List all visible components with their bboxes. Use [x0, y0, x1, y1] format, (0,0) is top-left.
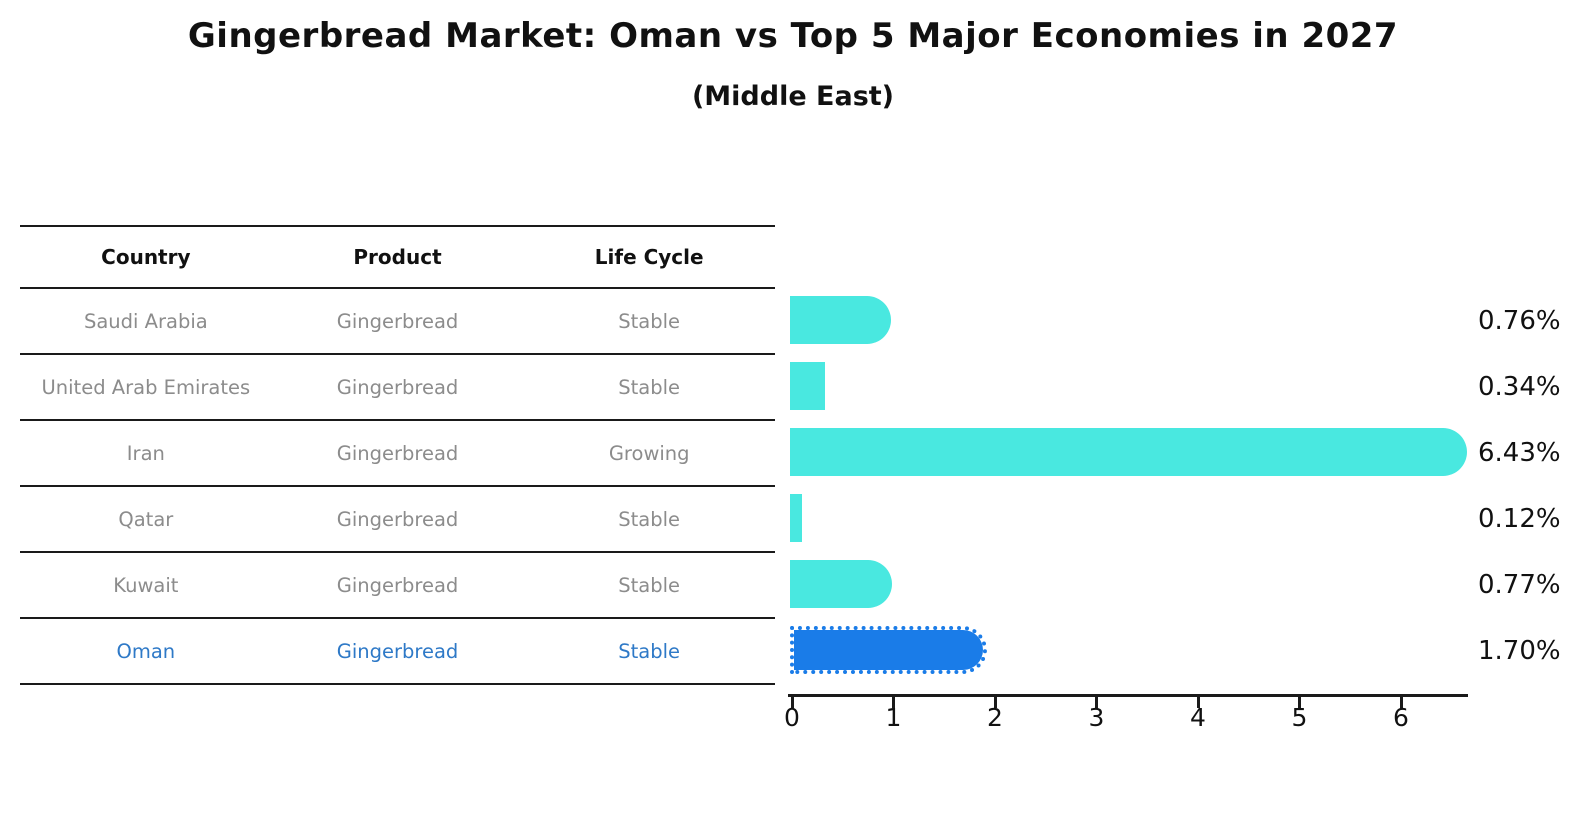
bar-oman [790, 626, 987, 674]
bar-value-label-iran: 6.43% [1478, 438, 1561, 468]
cell-product: Gingerbread [336, 639, 459, 663]
table-row-oman: Oman Gingerbread Stable [20, 619, 775, 685]
table-row-united-arab-emirates: United Arab Emirates Gingerbread Stable [20, 355, 775, 421]
cell-life_cycle: Stable [618, 639, 681, 663]
x-axis-line [788, 694, 1468, 697]
bar-united-arab-emirates [790, 362, 825, 410]
cell-product: Gingerbread [336, 573, 459, 597]
bar-iran [790, 428, 1467, 476]
page-title: Gingerbread Market: Oman vs Top 5 Major … [187, 16, 1399, 56]
bar-row-united-arab-emirates [790, 353, 1490, 419]
cell-product: Gingerbread [336, 309, 459, 333]
x-tick-mark [1196, 697, 1200, 708]
x-tick-label: 6 [1393, 703, 1409, 732]
x-tick-label: 5 [1291, 703, 1308, 732]
bar-row-kuwait [790, 551, 1490, 617]
bar-value-label-united-arab-emirates: 0.34% [1478, 372, 1561, 402]
cell-country: Iran [126, 441, 165, 465]
cell-life_cycle: Growing [608, 441, 690, 465]
bar-kuwait [790, 560, 893, 608]
cell-life_cycle: Stable [618, 507, 681, 531]
bar-row-oman [790, 617, 1490, 683]
x-tick-label: 2 [987, 703, 1003, 732]
column-header-country: Country [101, 245, 191, 269]
table-row-iran: Iran Gingerbread Growing [20, 421, 775, 487]
x-tick-mark [892, 697, 896, 708]
bar-saudi-arabia [790, 296, 892, 344]
cell-country: United Arab Emirates [41, 375, 251, 399]
bar-value-label-qatar: 0.12% [1478, 504, 1561, 534]
column-header-product: Product [353, 245, 442, 269]
x-tick-mark [993, 697, 997, 708]
page-subtitle: (Middle East) [691, 81, 895, 112]
cell-product: Gingerbread [336, 507, 459, 531]
table-body: Saudi Arabia Gingerbread Stable United Arab… [20, 289, 775, 685]
cell-country: Oman [116, 639, 176, 663]
x-tick-mark [1399, 697, 1403, 708]
table-row-qatar: Qatar Gingerbread Stable [20, 487, 775, 553]
cell-product: Gingerbread [336, 441, 459, 465]
cell-country: Qatar [118, 507, 174, 531]
bar-value-label-saudi-arabia: 0.76% [1478, 306, 1561, 336]
bar-row-saudi-arabia [790, 287, 1490, 353]
x-tick-label: 1 [885, 703, 902, 732]
x-tick-label: 0 [784, 703, 800, 732]
cell-country: Kuwait [113, 573, 179, 597]
cell-country: Saudi Arabia [83, 309, 208, 333]
x-tick-label: 4 [1190, 703, 1206, 732]
bar-value-label-kuwait: 0.77% [1478, 570, 1561, 600]
table-header-row: Country Product Life Cycle [20, 227, 775, 289]
table-row-kuwait: Kuwait Gingerbread Stable [20, 553, 775, 619]
table-row-saudi-arabia: Saudi Arabia Gingerbread Stable [20, 289, 775, 355]
cell-product: Gingerbread [336, 375, 459, 399]
x-tick-mark [1298, 697, 1302, 708]
x-tick-mark [1095, 697, 1099, 708]
bar-value-label-oman: 1.70% [1478, 636, 1561, 666]
data-table: Country Product Life Cycle Saudi Arabia Gin… [20, 225, 775, 685]
column-header-life-cycle: Life Cycle [594, 245, 704, 269]
cell-life_cycle: Stable [618, 309, 681, 333]
bar-row-iran [790, 419, 1490, 485]
x-tick-label: 3 [1088, 703, 1105, 732]
bar-row-qatar [790, 485, 1490, 551]
cell-life_cycle: Stable [618, 375, 681, 399]
bar-chart [790, 287, 1490, 683]
bar-qatar [790, 494, 803, 542]
cell-life_cycle: Stable [618, 573, 681, 597]
x-tick-mark [791, 697, 794, 708]
